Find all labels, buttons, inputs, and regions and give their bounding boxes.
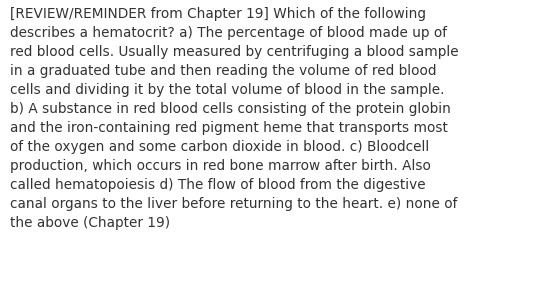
Text: [REVIEW/REMINDER from Chapter 19] Which of the following
describes a hematocrit?: [REVIEW/REMINDER from Chapter 19] Which … bbox=[10, 7, 459, 230]
